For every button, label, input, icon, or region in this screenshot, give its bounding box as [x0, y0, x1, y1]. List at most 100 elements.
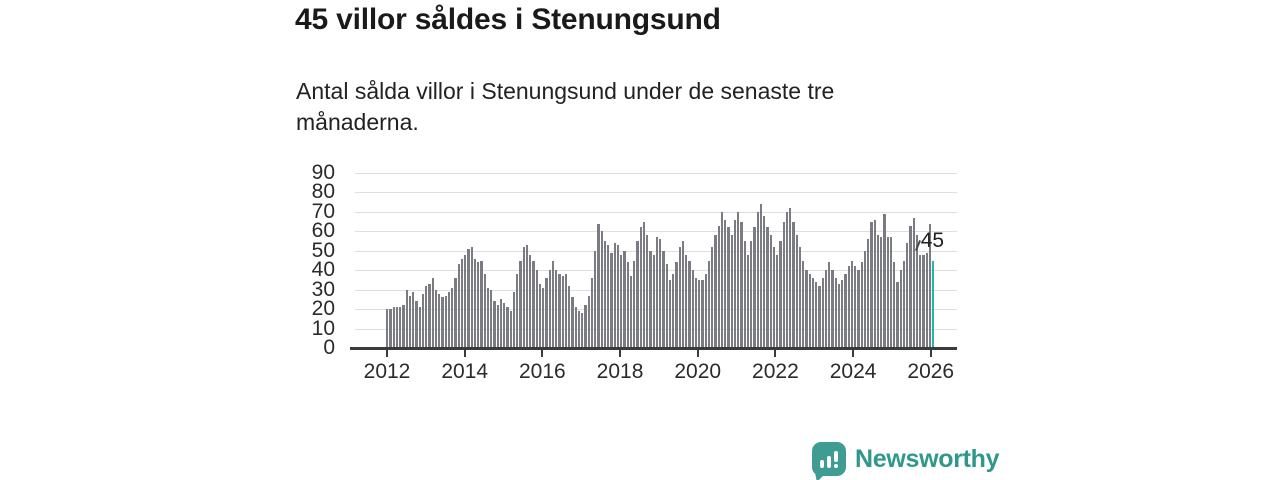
bar: [542, 287, 545, 348]
bar: [662, 250, 665, 348]
bar: [597, 223, 600, 348]
bar: [789, 208, 792, 348]
bar: [496, 305, 499, 348]
bar: [850, 260, 853, 348]
bar: [841, 279, 844, 348]
bar: [896, 281, 899, 348]
bar: [395, 307, 398, 348]
bar: [636, 241, 639, 348]
bar: [688, 260, 691, 348]
bar: [818, 285, 821, 348]
bar: [902, 260, 905, 348]
bar: [906, 243, 909, 348]
y-tick-label: 20: [311, 297, 335, 321]
bar: [642, 221, 645, 348]
bar: [486, 287, 489, 348]
bar: [785, 211, 788, 348]
x-axis-tick: [852, 349, 855, 357]
bar: [590, 278, 593, 348]
y-tick-label: 40: [311, 258, 335, 282]
bar: [776, 254, 779, 348]
bar: [561, 276, 564, 348]
bar: [756, 211, 759, 348]
bar: [600, 231, 603, 348]
bar: [912, 217, 915, 348]
bar: [551, 260, 554, 348]
x-axis-line: [350, 347, 957, 350]
bar: [555, 270, 558, 348]
bar: [704, 274, 707, 348]
bar: [587, 295, 590, 348]
y-tick-label: 90: [311, 161, 335, 184]
bar: [522, 246, 525, 348]
bar: [763, 215, 766, 348]
bar: [431, 278, 434, 348]
x-tick-label: 2016: [519, 360, 566, 383]
x-axis-tick: [696, 349, 699, 357]
bar: [701, 279, 704, 348]
bar: [519, 260, 522, 348]
bar: [434, 289, 437, 348]
bar: [893, 262, 896, 348]
bar: [792, 221, 795, 348]
chart-title: 45 villor såldes i Stenungsund: [295, 3, 721, 36]
gridline: [355, 173, 957, 174]
bar: [717, 225, 720, 348]
bar: [623, 250, 626, 348]
bar: [678, 246, 681, 348]
x-axis-tick: [774, 349, 777, 357]
bar: [753, 227, 756, 348]
bar: [824, 270, 827, 348]
bar: [737, 211, 740, 348]
y-tick-label: 30: [311, 277, 335, 301]
x-axis-tick: [929, 349, 932, 357]
bar: [616, 244, 619, 348]
bar: [668, 279, 671, 348]
x-tick-label: 2018: [596, 360, 644, 383]
bar: [698, 279, 701, 348]
bar: [470, 246, 473, 348]
bar: [750, 241, 753, 348]
bar: [509, 311, 512, 348]
bar: [412, 291, 415, 348]
bar: [795, 235, 798, 348]
bar: [837, 283, 840, 348]
bar: [685, 254, 688, 348]
bar: [438, 293, 441, 348]
bar: [779, 241, 782, 348]
x-tick-label: 2024: [829, 360, 877, 383]
bar-chart-speech-bubble-icon: [812, 442, 846, 480]
bar-series: [386, 173, 935, 348]
bar: [870, 221, 873, 348]
gridline: [355, 231, 957, 233]
bar: [535, 270, 538, 348]
bar: [425, 285, 428, 348]
bar: [860, 262, 863, 348]
y-tick-label: 0: [323, 336, 335, 359]
bar: [876, 235, 879, 348]
bar: [460, 258, 463, 348]
bar: [483, 274, 486, 348]
bar: [558, 274, 561, 348]
bar: [577, 311, 580, 348]
bar: [724, 219, 727, 348]
plot-area: 2012 2014 2016 2018 2020 2022 2024 2026 45: [350, 173, 957, 383]
y-tick-label: 80: [311, 180, 335, 204]
bar: [766, 227, 769, 348]
bar: [574, 307, 577, 348]
bar: [798, 246, 801, 348]
bar: [802, 260, 805, 348]
bar: [707, 260, 710, 348]
bar: [447, 291, 450, 348]
bar: [506, 307, 509, 348]
bar: [899, 270, 902, 348]
bar: [659, 239, 662, 348]
bar: [473, 258, 476, 348]
bar: [831, 270, 834, 348]
bar: [386, 309, 389, 348]
bar: [444, 295, 447, 348]
bar: [886, 237, 889, 348]
bar: [834, 278, 837, 348]
bar: [828, 262, 831, 348]
